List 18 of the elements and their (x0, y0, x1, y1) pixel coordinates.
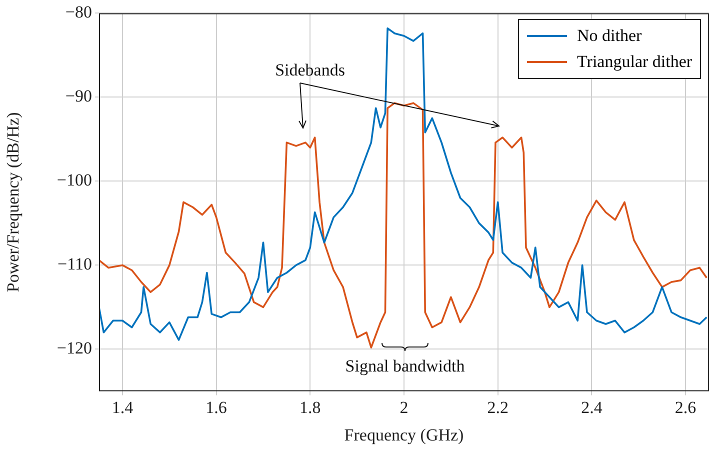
x-tick-label: 1.4 (112, 398, 134, 417)
legend-label: No dither (577, 25, 642, 48)
y-tick-label: −120 (56, 338, 92, 358)
x-tick-label: 1.8 (300, 398, 321, 417)
x-tick-label: 2.4 (581, 398, 603, 417)
y-tick-label: −80 (65, 2, 92, 22)
annotation: Signal bandwidth (345, 356, 466, 376)
x-tick-label: 2 (400, 398, 408, 417)
annotation: Sidebands (275, 60, 345, 80)
x-tick-label: 1.6 (206, 398, 227, 417)
y-tick-label: −90 (65, 86, 92, 106)
x-axis-title: Frequency (GHz) (344, 425, 464, 444)
x-tick-label: 2.2 (487, 398, 508, 417)
y-axis-title: Power/Frequency (dB/Hz) (4, 112, 23, 292)
legend-label: Triangular dither (577, 51, 692, 74)
y-tick-label: −110 (58, 254, 92, 274)
x-tick-label: 2.6 (674, 398, 696, 417)
y-tick-label: −100 (56, 170, 92, 190)
